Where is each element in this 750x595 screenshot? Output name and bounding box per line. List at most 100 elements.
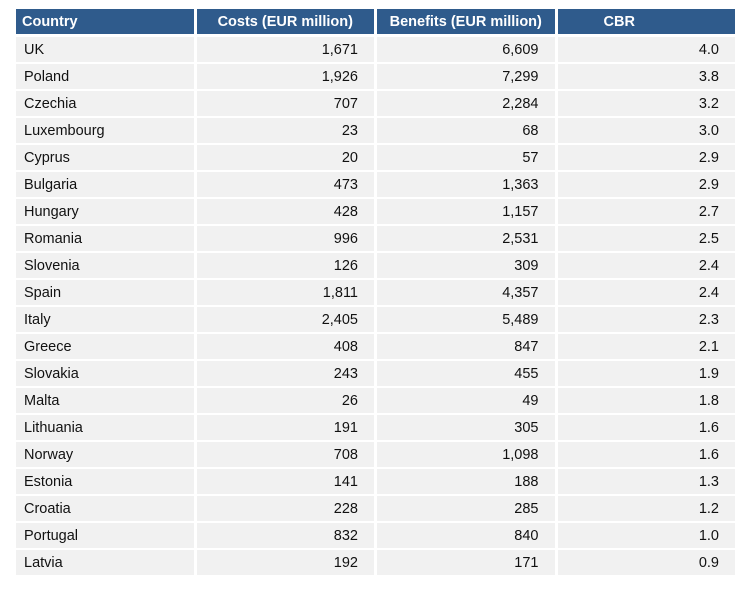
cell-country: Norway <box>16 442 194 469</box>
cell-costs: 473 <box>196 172 374 199</box>
cell-country: UK <box>16 37 194 64</box>
table-row: Cyprus 20 57 2.9 <box>16 145 735 172</box>
cell-country: Bulgaria <box>16 172 194 199</box>
header-country: Country <box>16 9 194 37</box>
header-row: Country Costs (EUR million) Benefits (EU… <box>16 9 735 37</box>
table-row: Poland 1,926 7,299 3.8 <box>16 64 735 91</box>
cost-benefit-table: Country Costs (EUR million) Benefits (EU… <box>13 9 738 577</box>
cell-benefits: 6,609 <box>377 37 555 64</box>
header-cbr: CBR <box>557 9 735 37</box>
table-row: Romania 996 2,531 2.5 <box>16 226 735 253</box>
cell-benefits: 2,531 <box>377 226 555 253</box>
cell-costs: 228 <box>196 496 374 523</box>
cell-cbr: 1.6 <box>557 442 735 469</box>
table-row: Norway 708 1,098 1.6 <box>16 442 735 469</box>
table-row: Slovakia 243 455 1.9 <box>16 361 735 388</box>
table-row: Slovenia 126 309 2.4 <box>16 253 735 280</box>
table-row: Italy 2,405 5,489 2.3 <box>16 307 735 334</box>
cell-cbr: 0.9 <box>557 550 735 577</box>
cell-cbr: 2.1 <box>557 334 735 361</box>
table-row: Greece 408 847 2.1 <box>16 334 735 361</box>
cell-benefits: 57 <box>377 145 555 172</box>
cell-country: Romania <box>16 226 194 253</box>
table-row: Portugal 832 840 1.0 <box>16 523 735 550</box>
cell-costs: 126 <box>196 253 374 280</box>
cell-costs: 832 <box>196 523 374 550</box>
header-benefits: Benefits (EUR million) <box>377 9 555 37</box>
cell-benefits: 285 <box>377 496 555 523</box>
data-table-container: Country Costs (EUR million) Benefits (EU… <box>13 9 738 577</box>
cell-costs: 408 <box>196 334 374 361</box>
cell-cbr: 2.9 <box>557 172 735 199</box>
cell-country: Greece <box>16 334 194 361</box>
table-row: Hungary 428 1,157 2.7 <box>16 199 735 226</box>
cell-country: Slovenia <box>16 253 194 280</box>
cell-benefits: 171 <box>377 550 555 577</box>
table-row: UK 1,671 6,609 4.0 <box>16 37 735 64</box>
cell-country: Poland <box>16 64 194 91</box>
cell-country: Slovakia <box>16 361 194 388</box>
header-costs: Costs (EUR million) <box>196 9 374 37</box>
cell-cbr: 2.5 <box>557 226 735 253</box>
cell-benefits: 309 <box>377 253 555 280</box>
cell-costs: 26 <box>196 388 374 415</box>
cell-benefits: 847 <box>377 334 555 361</box>
cell-benefits: 49 <box>377 388 555 415</box>
cell-cbr: 1.0 <box>557 523 735 550</box>
table-row: Luxembourg 23 68 3.0 <box>16 118 735 145</box>
cell-benefits: 1,098 <box>377 442 555 469</box>
cell-benefits: 5,489 <box>377 307 555 334</box>
cell-costs: 243 <box>196 361 374 388</box>
cell-benefits: 4,357 <box>377 280 555 307</box>
table-row: Malta 26 49 1.8 <box>16 388 735 415</box>
cell-cbr: 1.8 <box>557 388 735 415</box>
cell-country: Lithuania <box>16 415 194 442</box>
cell-benefits: 840 <box>377 523 555 550</box>
cell-costs: 1,671 <box>196 37 374 64</box>
cell-country: Italy <box>16 307 194 334</box>
cell-country: Cyprus <box>16 145 194 172</box>
cell-country: Spain <box>16 280 194 307</box>
table-row: Lithuania 191 305 1.6 <box>16 415 735 442</box>
table-header: Country Costs (EUR million) Benefits (EU… <box>16 9 735 37</box>
cell-costs: 1,811 <box>196 280 374 307</box>
cell-country: Malta <box>16 388 194 415</box>
cell-benefits: 2,284 <box>377 91 555 118</box>
cell-costs: 2,405 <box>196 307 374 334</box>
cell-cbr: 1.9 <box>557 361 735 388</box>
cell-costs: 191 <box>196 415 374 442</box>
cell-costs: 708 <box>196 442 374 469</box>
cell-costs: 23 <box>196 118 374 145</box>
cell-cbr: 4.0 <box>557 37 735 64</box>
cell-costs: 428 <box>196 199 374 226</box>
cell-country: Latvia <box>16 550 194 577</box>
cell-cbr: 1.6 <box>557 415 735 442</box>
table-row: Latvia 192 171 0.9 <box>16 550 735 577</box>
table-row: Croatia 228 285 1.2 <box>16 496 735 523</box>
cell-country: Luxembourg <box>16 118 194 145</box>
cell-costs: 141 <box>196 469 374 496</box>
cell-cbr: 3.2 <box>557 91 735 118</box>
cell-country: Hungary <box>16 199 194 226</box>
cell-country: Croatia <box>16 496 194 523</box>
cell-cbr: 2.4 <box>557 280 735 307</box>
cell-costs: 996 <box>196 226 374 253</box>
cell-costs: 707 <box>196 91 374 118</box>
cell-cbr: 3.0 <box>557 118 735 145</box>
cell-cbr: 3.8 <box>557 64 735 91</box>
table-row: Estonia 141 188 1.3 <box>16 469 735 496</box>
cell-benefits: 68 <box>377 118 555 145</box>
cell-benefits: 188 <box>377 469 555 496</box>
cell-cbr: 2.9 <box>557 145 735 172</box>
table-row: Bulgaria 473 1,363 2.9 <box>16 172 735 199</box>
table-row: Spain 1,811 4,357 2.4 <box>16 280 735 307</box>
cell-benefits: 1,157 <box>377 199 555 226</box>
cell-country: Estonia <box>16 469 194 496</box>
cell-costs: 1,926 <box>196 64 374 91</box>
cell-cbr: 2.7 <box>557 199 735 226</box>
cell-benefits: 305 <box>377 415 555 442</box>
cell-country: Czechia <box>16 91 194 118</box>
cell-benefits: 1,363 <box>377 172 555 199</box>
table-row: Czechia 707 2,284 3.2 <box>16 91 735 118</box>
table-body: UK 1,671 6,609 4.0 Poland 1,926 7,299 3.8 Czechi… <box>16 37 735 577</box>
